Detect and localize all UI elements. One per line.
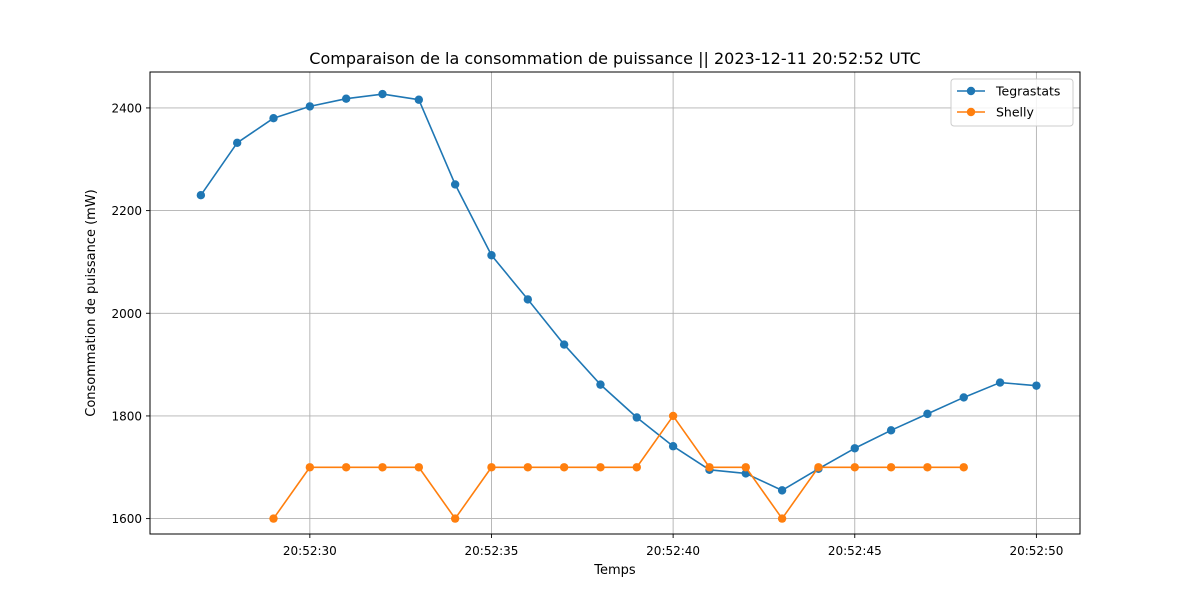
- y-axis-label: Consommation de puissance (mW): [84, 189, 99, 417]
- data-point-tegrastats: [923, 409, 932, 419]
- data-point-tegrastats: [850, 444, 859, 453]
- data-point-tegrastats: [523, 295, 533, 304]
- data-point-tegrastats: [232, 138, 242, 148]
- x-tick-label: 20:52:50: [1009, 544, 1063, 558]
- data-point-shelly: [741, 463, 750, 472]
- data-point-tegrastats: [414, 95, 424, 104]
- data-point-tegrastats: [632, 413, 641, 422]
- data-point-shelly: [814, 463, 823, 472]
- y-tick-label: 1600: [111, 512, 142, 526]
- series-line-shelly: [272, 415, 964, 520]
- data-point-shelly: [886, 463, 896, 472]
- x-axis-label: Temps: [593, 563, 636, 578]
- series-layer: [196, 89, 1041, 523]
- y-tick-label: 2200: [111, 204, 142, 218]
- y-tick-label: 1800: [111, 409, 142, 423]
- legend: Tegrastats Shelly: [950, 78, 1074, 127]
- data-point-tegrastats: [668, 442, 678, 451]
- data-point-shelly: [777, 514, 787, 523]
- data-point-tegrastats: [596, 380, 605, 389]
- x-tick-label: 20:52:40: [646, 544, 700, 558]
- data-point-shelly: [378, 463, 387, 472]
- data-point-tegrastats: [269, 114, 278, 123]
- legend-marker-shelly: [966, 107, 976, 117]
- plot-frame: [149, 71, 1081, 535]
- data-point-tegrastats: [450, 180, 460, 189]
- data-point-tegrastats: [487, 251, 496, 260]
- data-point-shelly: [414, 463, 424, 472]
- data-point-tegrastats: [995, 378, 1005, 387]
- data-point-shelly: [269, 514, 278, 523]
- data-point-shelly: [559, 463, 569, 472]
- data-point-tegrastats: [777, 486, 787, 495]
- data-point-shelly: [450, 514, 460, 523]
- legend-label-shelly: Shelly: [996, 105, 1034, 120]
- data-point-shelly: [341, 463, 351, 472]
- data-point-shelly: [705, 463, 714, 472]
- x-tick-label: 20:52:30: [283, 544, 337, 558]
- data-point-shelly: [923, 463, 932, 472]
- data-point-tegrastats: [1032, 381, 1041, 390]
- y-tick-label: 2400: [111, 101, 142, 115]
- x-tick-label: 20:52:45: [828, 544, 882, 558]
- legend-label-tegrastats: Tegrastats: [995, 84, 1060, 99]
- data-point-tegrastats: [559, 340, 569, 349]
- legend-marker-tegrastats: [966, 86, 976, 96]
- data-point-shelly: [959, 463, 968, 472]
- data-point-tegrastats: [196, 191, 206, 200]
- data-point-shelly: [596, 463, 605, 472]
- data-point-tegrastats: [341, 94, 351, 103]
- data-point-tegrastats: [305, 102, 315, 111]
- data-point-shelly: [305, 463, 315, 472]
- data-point-shelly: [850, 463, 859, 472]
- data-point-tegrastats: [378, 89, 387, 99]
- data-point-shelly: [523, 463, 533, 472]
- data-point-tegrastats: [886, 426, 896, 435]
- x-tick-label: 20:52:35: [465, 544, 519, 558]
- data-point-shelly: [668, 411, 678, 421]
- series-line-tegrastats: [200, 93, 1037, 492]
- data-point-tegrastats: [959, 393, 968, 402]
- chart-title: Comparaison de la consommation de puissa…: [309, 49, 920, 68]
- data-point-shelly: [487, 463, 496, 472]
- axis-ticks: 20:52:30 20:52:35 20:52:40 20:52:45 20:52:50…: [111, 101, 1063, 558]
- data-point-shelly: [632, 463, 641, 472]
- grid-lines: [150, 72, 1080, 534]
- y-tick-label: 2000: [111, 307, 142, 321]
